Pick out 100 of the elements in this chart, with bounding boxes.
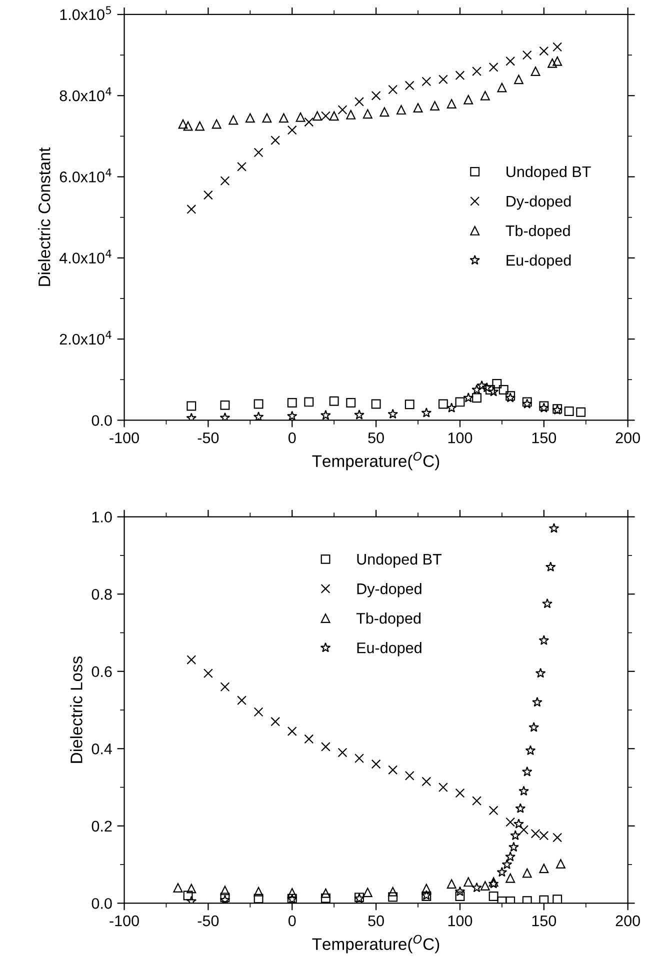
point: [186, 412, 197, 420]
point: [245, 113, 255, 123]
point: [254, 707, 264, 717]
point: [220, 176, 230, 186]
point: [552, 56, 562, 66]
legend-label: Dy-doped: [357, 582, 422, 598]
point: [482, 382, 492, 392]
point: [505, 851, 516, 862]
point: [446, 99, 456, 108]
y-tick-label: 1.0: [92, 512, 112, 522]
point: [183, 890, 193, 900]
point: [320, 111, 330, 121]
point: [502, 859, 512, 870]
point: [422, 76, 432, 86]
legend-label: Undoped BT: [357, 553, 442, 568]
point: [304, 117, 314, 127]
point: [178, 119, 188, 129]
legend-label: Tb-doped: [506, 224, 570, 240]
y-tick-label: 4.0x10$^{4}$: [59, 250, 112, 264]
point: [455, 892, 465, 901]
point: [388, 84, 398, 94]
point: [438, 74, 448, 84]
point: [476, 380, 487, 390]
point: [522, 766, 532, 776]
point: [464, 877, 474, 887]
point: [438, 399, 448, 409]
point: [552, 42, 562, 52]
point: [203, 668, 213, 678]
point: [396, 105, 406, 115]
point: [496, 866, 508, 877]
x-tick-label: 200: [616, 915, 640, 926]
point: [338, 748, 348, 758]
point: [576, 407, 586, 417]
point: [446, 879, 456, 889]
x-tick-label: 50: [368, 432, 384, 444]
point: [320, 742, 330, 752]
point: [237, 696, 246, 706]
point: [371, 399, 381, 409]
point: [388, 892, 398, 902]
point: [535, 668, 546, 678]
point: [186, 401, 196, 411]
y-tick-label: 0.8: [92, 588, 112, 600]
legend-label: Tb-doped: [356, 612, 420, 627]
point: [338, 105, 348, 115]
point: [522, 896, 532, 904]
point: [262, 113, 272, 123]
x-axis-title: Temperature($^{O}$C): [312, 452, 440, 470]
point: [329, 396, 339, 406]
x-tick-label: 100: [448, 915, 472, 926]
point: [220, 400, 230, 410]
point: [228, 115, 238, 125]
y-tick-label: 0.0: [92, 415, 112, 426]
point: [497, 82, 507, 92]
point: [354, 754, 364, 764]
point: [514, 818, 524, 828]
point: [506, 873, 516, 883]
point: [438, 782, 448, 792]
point: [354, 410, 364, 420]
point: [371, 90, 381, 100]
point: [488, 892, 498, 901]
point: [346, 398, 356, 408]
point: [320, 410, 331, 420]
point: [388, 408, 398, 419]
point: [421, 407, 432, 418]
point: [329, 111, 339, 121]
x-tick-label: 100: [448, 432, 472, 444]
point: [539, 895, 549, 904]
point: [485, 385, 495, 394]
point: [463, 392, 474, 402]
x-tick-label: -100: [110, 915, 139, 926]
x-tick-label: 150: [532, 915, 556, 926]
point: [472, 384, 482, 394]
point: [422, 776, 432, 786]
point: [514, 74, 524, 84]
x-tick-label: 150: [532, 432, 556, 444]
point: [254, 894, 264, 904]
point: [510, 830, 521, 840]
point: [220, 682, 230, 692]
point: [564, 406, 574, 416]
point: [186, 204, 196, 214]
y-tick-label: 2.0x10$^{4}$: [60, 330, 112, 345]
point: [548, 522, 560, 533]
point: [430, 101, 440, 110]
point: [404, 400, 414, 410]
point: [287, 726, 297, 736]
point: [539, 46, 549, 56]
point: [472, 796, 482, 806]
x-tick-label: -50: [198, 915, 219, 926]
point: [286, 410, 298, 420]
point: [522, 50, 532, 60]
point: [253, 412, 264, 420]
point: [552, 832, 562, 842]
point: [528, 722, 540, 732]
point: [346, 110, 356, 120]
x-tick-label: 200: [616, 432, 640, 444]
point: [518, 786, 529, 796]
point: [362, 109, 372, 119]
point: [354, 97, 364, 106]
point: [183, 121, 193, 131]
legend-label: Dy-doped: [506, 195, 571, 210]
